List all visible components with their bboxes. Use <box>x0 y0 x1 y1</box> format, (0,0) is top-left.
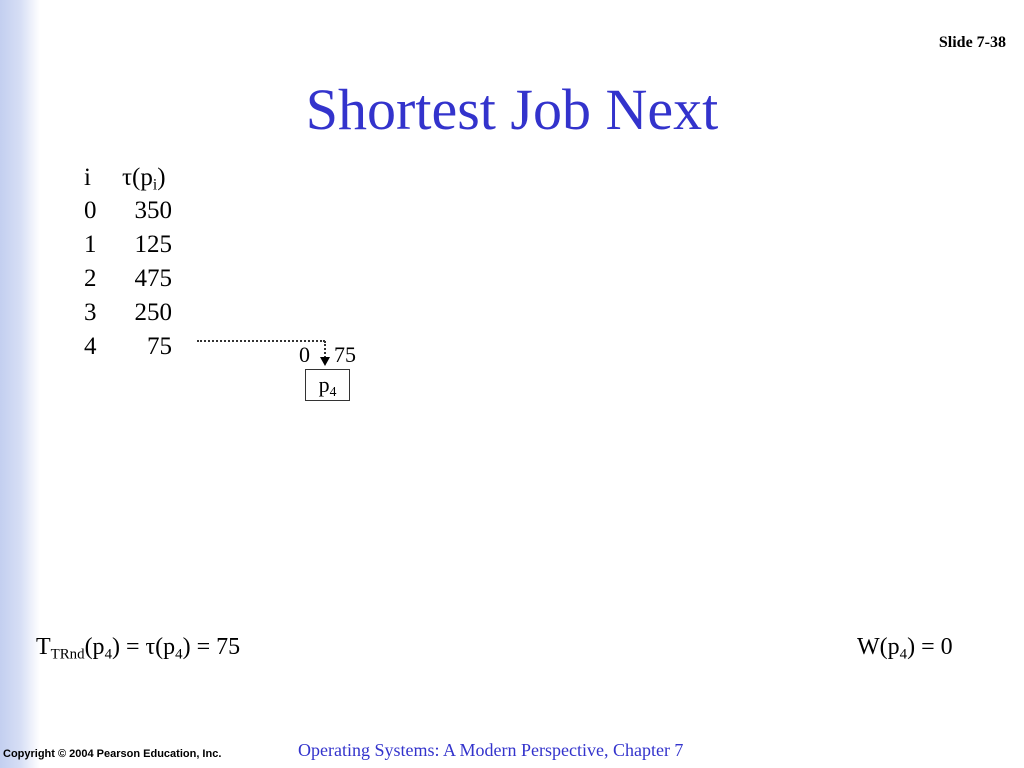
f-end: ) = 75 <box>182 634 241 660</box>
dotted-connector-down <box>324 341 326 358</box>
row-i: 3 <box>84 299 97 326</box>
row-i: 2 <box>84 265 97 292</box>
w-sub: 4 <box>899 646 908 663</box>
f-t: T <box>36 634 51 660</box>
dotted-connector <box>197 340 325 342</box>
row-tau: 250 <box>134 299 173 326</box>
slide-title: Shortest Job Next <box>305 77 719 142</box>
process-label: p <box>318 372 330 397</box>
footer-course: Operating Systems: A Modern Perspective,… <box>298 740 684 760</box>
row-i: 0 <box>84 197 97 224</box>
turnaround-formula: TTRnd(p4) = τ(p4) = 75 <box>36 634 240 663</box>
gantt-start: 0 <box>299 342 310 367</box>
f-s1: 4 <box>104 646 112 663</box>
f-mid: ) = τ(p <box>112 634 176 660</box>
header-tau-sub: i <box>152 176 158 194</box>
gantt-block-p4: p4 <box>305 369 350 401</box>
header-i: i <box>84 164 91 191</box>
row-i: 4 <box>84 333 97 360</box>
header-tau-text: τ(p <box>122 164 153 191</box>
arrow-down-icon <box>320 357 330 366</box>
f-t-sub: TRnd <box>50 646 85 663</box>
w-text: W(p <box>857 634 900 660</box>
row-tau: 350 <box>134 197 173 224</box>
f-s2: 4 <box>175 646 183 663</box>
wait-formula: W(p4) = 0 <box>857 634 953 663</box>
copyright: Copyright © 2004 Pearson Education, Inc. <box>3 748 222 760</box>
row-tau: 75 <box>147 333 172 360</box>
row-tau: 125 <box>134 231 173 258</box>
sidebar-gradient <box>0 0 40 768</box>
slide-number: Slide 7-38 <box>938 34 1006 51</box>
header-tau: τ(pi) <box>122 164 166 195</box>
f-p1: (p <box>84 634 105 660</box>
row-i: 1 <box>84 231 97 258</box>
process-sub: 4 <box>329 384 337 400</box>
header-tau-close: ) <box>157 164 166 191</box>
w-end: ) = 0 <box>907 634 953 660</box>
gantt-end: 75 <box>334 342 356 367</box>
row-tau: 475 <box>134 265 173 292</box>
